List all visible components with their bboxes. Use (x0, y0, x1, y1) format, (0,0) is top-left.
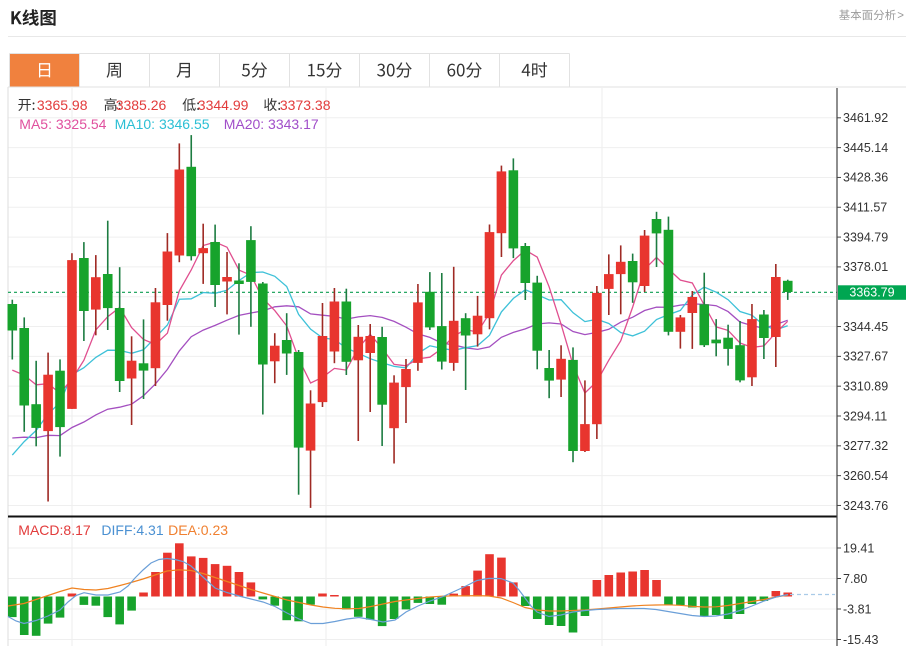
svg-text:MA10: 3346.55: MA10: 3346.55 (115, 116, 210, 132)
svg-text:7.80: 7.80 (843, 572, 867, 586)
svg-text:3344.99: 3344.99 (198, 97, 249, 113)
svg-text:3344.45: 3344.45 (843, 320, 888, 334)
svg-text:DEA:0.23: DEA:0.23 (168, 522, 228, 538)
svg-text:3260.54: 3260.54 (843, 469, 888, 483)
svg-text:3394.79: 3394.79 (843, 230, 888, 244)
svg-text:3310.89: 3310.89 (843, 379, 888, 393)
svg-text:3373.38: 3373.38 (280, 97, 331, 113)
svg-text:3277.32: 3277.32 (843, 439, 888, 453)
svg-text:DIFF:4.31: DIFF:4.31 (101, 522, 163, 538)
svg-text:3445.14: 3445.14 (843, 141, 888, 155)
svg-text:MACD:8.17: MACD:8.17 (18, 522, 91, 538)
svg-text:3461.92: 3461.92 (843, 111, 888, 125)
svg-text:MA5: 3325.54: MA5: 3325.54 (19, 116, 106, 132)
svg-text:3243.76: 3243.76 (843, 499, 888, 513)
svg-text:3365.98: 3365.98 (37, 97, 88, 113)
svg-text:-3.81: -3.81 (843, 602, 872, 616)
svg-text:MA20: 3343.17: MA20: 3343.17 (224, 116, 319, 132)
svg-text:3327.67: 3327.67 (843, 350, 888, 364)
svg-text:-15.43: -15.43 (843, 633, 878, 646)
svg-text:3294.11: 3294.11 (843, 409, 887, 423)
svg-text:3363.79: 3363.79 (849, 286, 894, 300)
svg-text:3385.26: 3385.26 (116, 97, 167, 113)
svg-text:>: > (897, 10, 904, 22)
svg-text:19.41: 19.41 (843, 541, 874, 555)
svg-text:3428.36: 3428.36 (843, 171, 888, 185)
svg-text:3378.01: 3378.01 (843, 260, 888, 274)
svg-text:3411.57: 3411.57 (843, 201, 887, 215)
